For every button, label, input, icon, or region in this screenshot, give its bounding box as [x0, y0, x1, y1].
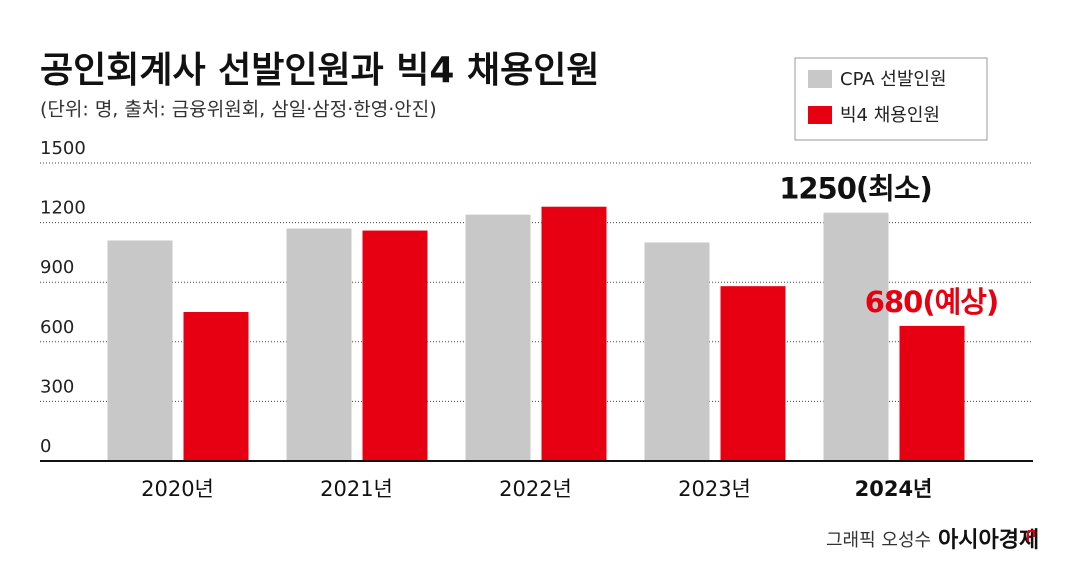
x-tick-label: 2022년: [499, 477, 572, 501]
bar: [823, 212, 889, 461]
source: 아시아경제: [938, 528, 1039, 553]
y-tick-label: 1200: [40, 198, 86, 219]
bar: [899, 325, 965, 461]
bar: [107, 240, 173, 461]
value-label: 1250(최소): [779, 172, 932, 206]
bar: [541, 206, 607, 461]
x-tick-label: 2021년: [320, 477, 393, 501]
legend-swatch: [808, 106, 832, 124]
bar: [465, 214, 531, 461]
bar: [183, 312, 249, 461]
y-tick-label: 600: [40, 317, 74, 338]
y-tick-label: 300: [40, 376, 74, 397]
chart-subtitle: (단위: 명, 출처: 금융위원회, 삼일·삼정·한영·안진): [40, 99, 437, 121]
bar: [362, 230, 428, 461]
y-tick-label: 900: [40, 257, 74, 278]
legend-label: 빅4 채용인원: [840, 105, 940, 126]
y-tick-label: 1500: [40, 138, 86, 159]
x-tick-label: 2023년: [678, 477, 751, 501]
x-tick-label: 2024년: [855, 477, 933, 501]
legend-swatch: [808, 70, 832, 88]
brand-icon: [1027, 530, 1035, 541]
bar: [720, 286, 786, 461]
bar: [644, 242, 710, 461]
y-tick-label: 0: [40, 436, 51, 457]
x-tick-label: 2020년: [141, 477, 214, 501]
credit: 그래픽 오성수: [826, 530, 931, 551]
chart-title: 공인회계사 선발인원과 빅4 채용인원: [40, 50, 599, 91]
legend-label: CPA 선발인원: [840, 69, 947, 90]
value-label: 680(예상): [865, 285, 998, 319]
bar: [286, 228, 352, 461]
